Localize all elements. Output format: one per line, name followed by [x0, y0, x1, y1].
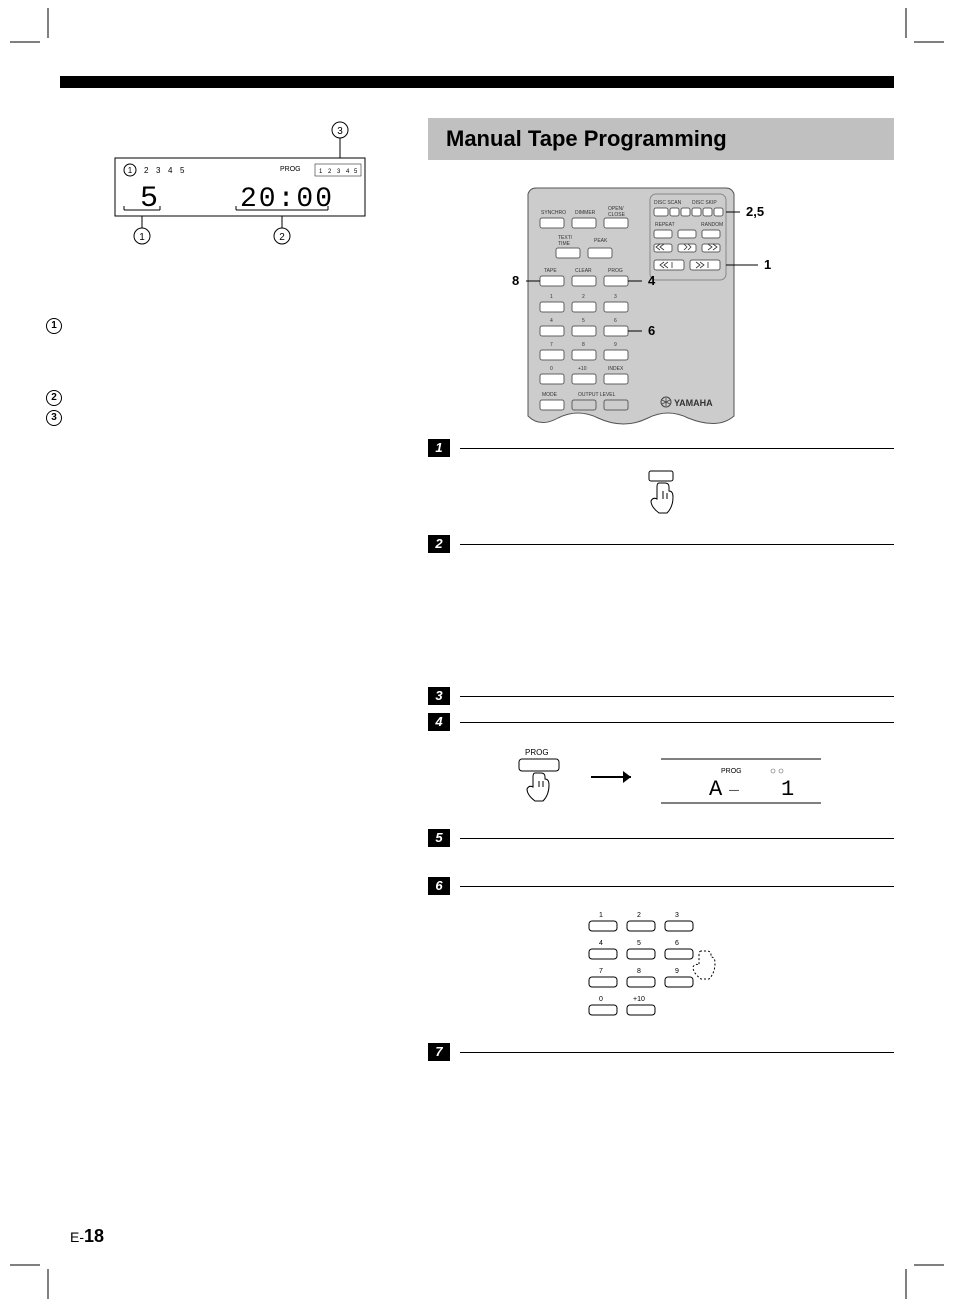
prog-label: PROG — [280, 166, 301, 173]
step4-diagram: PROG PROG A — 1 — [481, 743, 841, 813]
svg-text:9: 9 — [675, 968, 679, 975]
svg-text:CLOSE: CLOSE — [608, 212, 626, 218]
svg-text:2: 2 — [637, 912, 641, 919]
svg-text:1: 1 — [550, 294, 553, 300]
svg-text:OUTPUT LEVEL: OUTPUT LEVEL — [578, 392, 616, 398]
svg-text:5: 5 — [582, 318, 585, 324]
svg-text:8: 8 — [637, 968, 641, 975]
step-3: 3 — [428, 687, 894, 705]
callout-8: 8 — [512, 273, 519, 288]
svg-text:4: 4 — [550, 318, 553, 324]
disp-A: A — [709, 777, 723, 802]
svg-text:2: 2 — [582, 294, 585, 300]
svg-text:—: — — [729, 785, 739, 796]
svg-text:2: 2 — [144, 166, 149, 175]
svg-text:7: 7 — [550, 342, 553, 348]
svg-text:DISC SKIP: DISC SKIP — [692, 200, 717, 206]
svg-text:5: 5 — [180, 166, 185, 175]
prog-btn-label: PROG — [525, 748, 549, 757]
svg-text:3: 3 — [156, 166, 161, 175]
page-number: E-18 — [70, 1226, 104, 1247]
left-numbered-labels: 1 2 3 — [46, 318, 62, 482]
press-icon-1 — [631, 469, 691, 519]
svg-text:DIMMER: DIMMER — [575, 210, 596, 216]
callout-4: 4 — [648, 273, 656, 288]
label-2: 2 — [46, 390, 62, 406]
step-7: 7 — [428, 1043, 894, 1061]
step-2: 2 — [428, 535, 894, 679]
callout-1r: 1 — [764, 257, 771, 272]
svg-text:PEAK: PEAK — [594, 238, 608, 244]
label-3: 3 — [46, 410, 62, 426]
svg-text:1: 1 — [599, 912, 603, 919]
svg-text:0: 0 — [550, 366, 553, 372]
svg-text:6: 6 — [614, 318, 617, 324]
remote-diagram: SYNCHRO DIMMER OPEN/ CLOSE TEXT/ TIME PE… — [428, 184, 848, 434]
svg-text:PROG: PROG — [721, 768, 742, 775]
disp-1: 1 — [781, 777, 794, 802]
section-title: Manual Tape Programming — [428, 118, 894, 160]
left-column: 3 1 2 3 4 5 PROG 1 2 3 4 5 — [60, 118, 400, 1069]
svg-text:DISC SCAN: DISC SCAN — [654, 200, 682, 206]
callout-25: 2,5 — [746, 204, 764, 219]
step-1: 1 — [428, 439, 894, 527]
step-6: 6 1 2 3 4 5 6 7 8 9 0 +10 — [428, 877, 894, 1035]
step-4: 4 PROG PROG A — — [428, 713, 894, 821]
page: 3 1 2 3 4 5 PROG 1 2 3 4 5 — [60, 70, 894, 1069]
svg-text:+10: +10 — [633, 996, 645, 1003]
svg-text:RANDOM: RANDOM — [701, 222, 723, 228]
callout-3: 3 — [337, 126, 343, 137]
step-5: 5 — [428, 829, 894, 869]
callout-1: 1 — [139, 232, 145, 243]
callout-2: 2 — [279, 232, 285, 243]
svg-text:5: 5 — [637, 940, 641, 947]
label-1: 1 — [46, 318, 62, 334]
svg-text:3: 3 — [675, 912, 679, 919]
numpad-diagram: 1 2 3 4 5 6 7 8 9 0 +10 — [561, 907, 761, 1027]
svg-text:PROG: PROG — [608, 268, 623, 274]
svg-text:CLEAR: CLEAR — [575, 268, 592, 274]
svg-text:6: 6 — [675, 940, 679, 947]
right-column: Manual Tape Programming SYNCHRO DIMMER O… — [428, 118, 894, 1069]
header-bar — [60, 76, 894, 88]
svg-text:4: 4 — [599, 940, 603, 947]
track-number: 5 — [140, 182, 158, 216]
callout-6: 6 — [648, 323, 655, 338]
svg-text:INDEX: INDEX — [608, 366, 624, 372]
svg-text:1: 1 — [128, 166, 133, 175]
svg-text:9: 9 — [614, 342, 617, 348]
svg-text:7: 7 — [599, 968, 603, 975]
display-panel-diagram: 3 1 2 3 4 5 PROG 1 2 3 4 5 — [60, 118, 380, 308]
svg-text:8: 8 — [582, 342, 585, 348]
svg-text:+10: +10 — [578, 366, 587, 372]
svg-text:YAMAHA: YAMAHA — [674, 398, 713, 408]
svg-text:REPEAT: REPEAT — [655, 222, 675, 228]
svg-text:MODE: MODE — [542, 392, 558, 398]
svg-text:TAPE: TAPE — [544, 268, 557, 274]
svg-text:SYNCHRO: SYNCHRO — [541, 210, 566, 216]
svg-text:TIME: TIME — [558, 241, 571, 247]
svg-text:3: 3 — [614, 294, 617, 300]
svg-text:0: 0 — [599, 996, 603, 1003]
svg-text:4: 4 — [168, 166, 173, 175]
